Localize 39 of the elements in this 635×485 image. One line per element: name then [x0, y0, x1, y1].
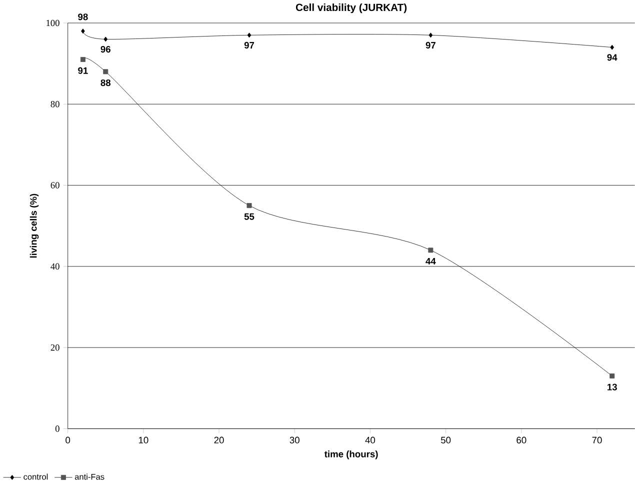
- x-tick-label: 70: [592, 436, 602, 444]
- x-tick-label: 10: [138, 436, 148, 444]
- y-tick-label: 100: [46, 20, 60, 26]
- point: [81, 28, 85, 34]
- y-tick-label: 80: [50, 100, 60, 108]
- data-label: 96: [100, 46, 110, 52]
- y-tick-label: 40: [50, 263, 60, 270]
- point: [428, 248, 434, 253]
- x-tick-label: 40: [365, 436, 376, 444]
- point: [247, 32, 252, 38]
- legend-label: control: [24, 473, 48, 480]
- x-tick-label: 20: [214, 436, 224, 444]
- point: [104, 36, 108, 42]
- data-label: 13: [608, 384, 617, 390]
- point: [610, 373, 615, 378]
- data-label: 97: [426, 42, 436, 48]
- chart-title: Cell viability (JURKAT): [296, 3, 407, 13]
- point: [80, 56, 86, 62]
- data-label: 98: [78, 13, 88, 20]
- x-axis-title: time (hours): [324, 450, 378, 460]
- point: [246, 202, 252, 208]
- x-tick-label: 50: [440, 436, 451, 444]
- data-label: 94: [607, 54, 618, 61]
- data-label: 55: [244, 213, 254, 220]
- data-label: 88: [100, 79, 111, 86]
- x-tick-label: 30: [290, 436, 300, 444]
- legend-label: anti-Fas: [74, 473, 104, 480]
- point: [103, 69, 108, 74]
- x-tick-label: 0: [66, 436, 70, 444]
- y-tick-label: 20: [50, 344, 60, 351]
- data-label: 44: [426, 258, 436, 264]
- y-tick-label: 0: [55, 425, 60, 432]
- point: [428, 32, 433, 38]
- point: [610, 44, 614, 50]
- data-label: 91: [78, 67, 88, 74]
- y-axis-title: living cells (%): [30, 194, 39, 258]
- y-tick-label: 60: [50, 182, 60, 188]
- data-label: 97: [244, 42, 254, 48]
- x-tick-label: 60: [516, 436, 526, 444]
